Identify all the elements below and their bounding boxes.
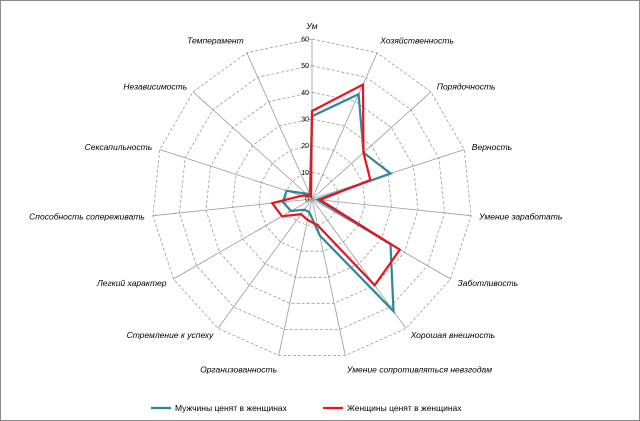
axis-label: Сексапильность (85, 142, 153, 152)
radar-spoke (217, 198, 313, 329)
axis-label: Темперамент (187, 36, 244, 46)
axis-label: Верность (472, 142, 512, 152)
legend-label: Женщины ценят в женщинах (347, 403, 462, 413)
radial-tick-label: 10 (301, 170, 309, 177)
radial-tick-label: 20 (301, 143, 309, 150)
axis-label: Способность сопереживать (29, 212, 145, 222)
axis-label: Стремление к успеху (127, 330, 214, 340)
radar-spoke (311, 52, 378, 200)
radar-grid-ring (205, 91, 419, 304)
axis-label: Хозяйственность (379, 36, 454, 46)
axis-label: Умение сопротивляться невзгодам (346, 364, 492, 374)
radar-grid-ring (152, 38, 472, 356)
radial-tick-label: 40 (301, 90, 309, 97)
radial-tick-label: 0 (305, 197, 309, 204)
axis-label: Хорошая внешность (410, 330, 495, 340)
axis-label: Легкий характер (96, 278, 167, 288)
radar-grid-ring (258, 145, 366, 252)
radar-grid-ring (178, 65, 446, 330)
axis-label: Независимость (123, 82, 187, 92)
radial-tick-label: 50 (301, 63, 309, 70)
radar-grid-ring (285, 171, 339, 226)
radial-tick-label: 30 (301, 117, 309, 124)
radar-grid-ring (231, 118, 393, 278)
axis-label: Ум (305, 21, 317, 31)
axis-label: Умение заработать (478, 212, 562, 222)
radial-tick-label: 60 (301, 37, 309, 44)
axis-label: Заботливость (458, 278, 519, 288)
series-line (270, 82, 402, 288)
legend-label: Мужчины ценят в женщинах (175, 403, 288, 413)
axis-label: Организованность (200, 364, 277, 374)
axis-label: Порядочность (437, 82, 496, 92)
